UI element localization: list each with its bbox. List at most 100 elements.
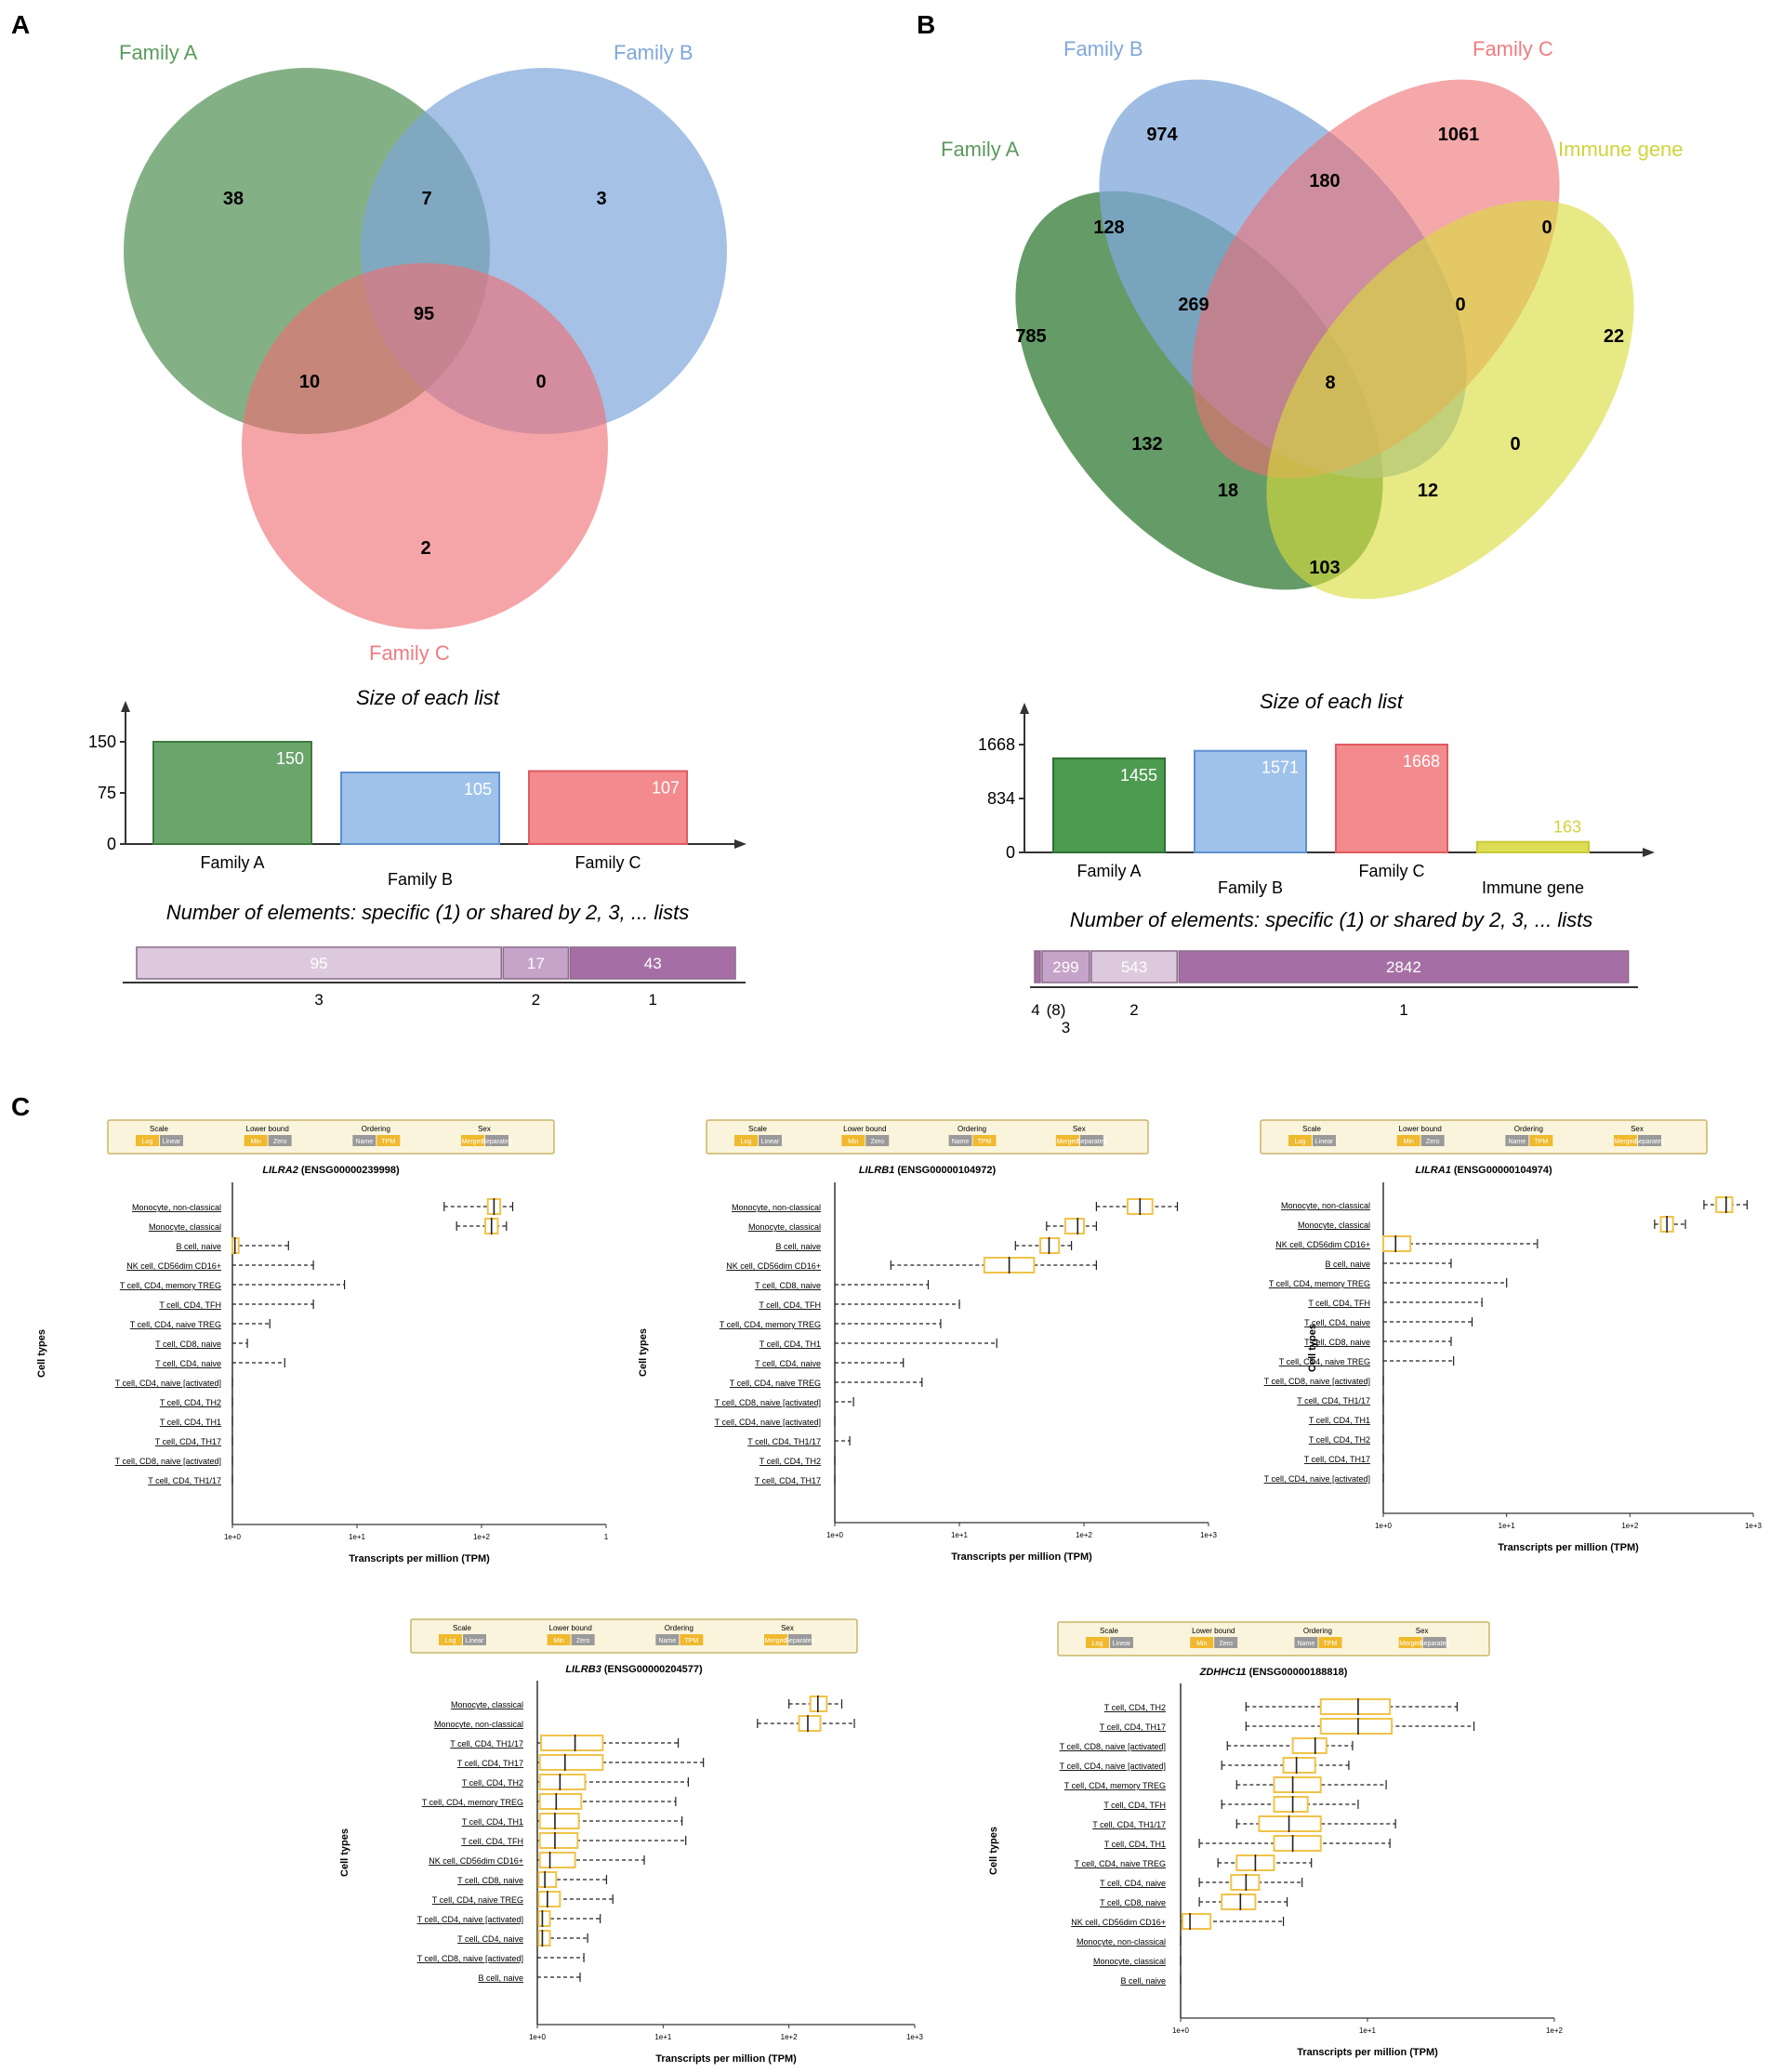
cell-type-label: T cell, CD4, TH17 <box>155 1437 221 1446</box>
control-option[interactable] <box>1529 1135 1553 1146</box>
control-title: Lower bound <box>549 1624 592 1632</box>
x-tick-label: 1e+1 <box>1499 1522 1516 1530</box>
control-option[interactable] <box>841 1135 865 1146</box>
venn-a-count-abc: 95 <box>414 304 434 324</box>
control-option[interactable] <box>1638 1135 1661 1146</box>
control-option[interactable] <box>461 1135 484 1146</box>
bar-category-label: Family A <box>1077 862 1141 880</box>
venn-a-set-label-b: Family B <box>614 41 693 64</box>
cell-type-label: T cell, CD8, naive <box>755 1281 821 1290</box>
control-title: Ordering <box>665 1624 693 1632</box>
cell-type-label: T cell, CD4, memory TREG <box>1064 1781 1166 1790</box>
cell-type-label: NK cell, CD56dim CD16+ <box>1275 1240 1370 1249</box>
iqr-box <box>1182 1913 1212 1930</box>
venn-b-count-abc: 269 <box>1178 295 1209 315</box>
y-tick-label: 834 <box>987 789 1015 808</box>
control-option[interactable] <box>1079 1135 1103 1146</box>
strip-category-label: 3 <box>314 991 323 1009</box>
venn-a-count-ab: 7 <box>421 189 431 209</box>
control-option[interactable] <box>136 1135 159 1146</box>
control-option-label: TPM <box>1324 1641 1338 1647</box>
control-option[interactable] <box>948 1135 972 1146</box>
iqr-box <box>1291 1737 1328 1754</box>
control-title: Lower bound <box>246 1125 289 1133</box>
iqr-box <box>537 1871 558 1888</box>
control-option[interactable] <box>865 1135 890 1146</box>
gene-title: LILRB1 (ENSG00000104972) <box>859 1165 997 1176</box>
cell-type-label: T cell, CD8, naive <box>1100 1898 1166 1907</box>
cell-type-label: Monocyte, classical <box>1298 1221 1370 1230</box>
iqr-box <box>1273 1796 1309 1813</box>
cell-type-label: T cell, CD4, naive <box>457 1934 523 1944</box>
bar-chart-a-x-arrow <box>734 839 746 849</box>
control-option[interactable] <box>1505 1135 1529 1146</box>
venn-a-count-ac: 10 <box>299 372 320 392</box>
control-option[interactable] <box>1294 1637 1318 1648</box>
control-option-label: Min <box>554 1638 564 1644</box>
control-option[interactable] <box>1190 1637 1214 1648</box>
control-option-label: Log <box>142 1139 153 1145</box>
control-option[interactable] <box>160 1135 183 1146</box>
control-option[interactable] <box>352 1135 376 1146</box>
cell-type-label: T cell, CD4, naive TREG <box>1075 1859 1166 1868</box>
cell-type-label: T cell, CD4, TH1 <box>160 1418 221 1427</box>
gene-expression-plots: Scale Log Linear Lower bound Min Zero Ordering… <box>36 1119 1763 2065</box>
cell-type-label: T cell, CD8, naive [activated] <box>417 1954 523 1963</box>
bar-chart-a-y-arrow <box>121 701 130 712</box>
control-option[interactable] <box>734 1135 758 1146</box>
control-option[interactable] <box>680 1634 704 1645</box>
venn-a: Family A Family B Family C 38 7 3 95 10 … <box>119 41 727 665</box>
gene-plot-lilra2: Scale Log Linear Lower bound Min Zero Ordering… <box>36 1119 609 1564</box>
gene-symbol: LILRA2 <box>262 1165 298 1176</box>
control-option[interactable] <box>268 1135 292 1146</box>
cell-type-label: Monocyte, classical <box>1093 1957 1166 1966</box>
cell-type-label: T cell, CD8, naive [activated] <box>115 1457 221 1466</box>
control-option[interactable] <box>463 1634 486 1645</box>
control-option[interactable] <box>547 1634 571 1645</box>
iqr-box <box>1063 1218 1086 1234</box>
bar-chart-b: Size of each list 0 834 1668 1455 Family A 1… <box>978 690 1655 897</box>
strip-segment-value: 543 <box>1121 958 1147 976</box>
control-option[interactable] <box>1110 1637 1133 1648</box>
bar-1 <box>340 772 500 845</box>
x-tick-label: 1e+1 <box>349 1533 366 1541</box>
control-option[interactable] <box>1318 1637 1342 1648</box>
iqr-box <box>798 1715 822 1732</box>
control-bar <box>107 1119 555 1155</box>
control-option[interactable] <box>759 1135 782 1146</box>
strip-segment-value: 2842 <box>1386 958 1421 976</box>
bar-category-label: Family B <box>388 870 453 889</box>
gene-title: ZDHHC11 (ENSG00000188818) <box>1199 1667 1348 1678</box>
gene-title: LILRB3 (ENSG00000204577) <box>565 1664 703 1675</box>
control-option[interactable] <box>244 1135 268 1146</box>
strip-category-label: 1 <box>648 991 656 1009</box>
x-axis-title: Transcripts per million (TPM) <box>349 1553 490 1564</box>
control-option[interactable] <box>1055 1135 1079 1146</box>
venn-b-set-label-d: Immune gene <box>1558 138 1684 161</box>
control-option[interactable] <box>376 1135 401 1146</box>
control-option[interactable] <box>764 1634 787 1645</box>
control-option[interactable] <box>1086 1637 1109 1648</box>
strip-segment-value: 299 <box>1052 958 1078 976</box>
x-tick-label: 1e+2 <box>1546 2026 1564 2035</box>
control-option[interactable] <box>1614 1135 1637 1146</box>
control-option[interactable] <box>788 1634 812 1645</box>
control-option[interactable] <box>1313 1135 1336 1146</box>
control-option[interactable] <box>1420 1135 1445 1146</box>
cell-type-label: T cell, CD4, TH1 <box>1104 1840 1166 1849</box>
control-option[interactable] <box>439 1634 462 1645</box>
control-option[interactable] <box>485 1135 509 1146</box>
control-option[interactable] <box>1214 1637 1238 1648</box>
bar-category-label: Family C <box>575 853 641 872</box>
control-option[interactable] <box>972 1135 997 1146</box>
strip-chart-b: Number of elements: specific (1) or shar… <box>1030 908 1638 1036</box>
control-option[interactable] <box>571 1634 595 1645</box>
control-option[interactable] <box>1422 1637 1446 1648</box>
y-axis-title: Cell types <box>638 1328 649 1377</box>
control-option[interactable] <box>1396 1135 1420 1146</box>
control-option[interactable] <box>1288 1135 1312 1146</box>
iqr-box <box>1715 1196 1734 1213</box>
control-option[interactable] <box>1398 1637 1422 1648</box>
x-tick-label: 1e+0 <box>529 2033 547 2041</box>
control-option[interactable] <box>655 1634 680 1645</box>
